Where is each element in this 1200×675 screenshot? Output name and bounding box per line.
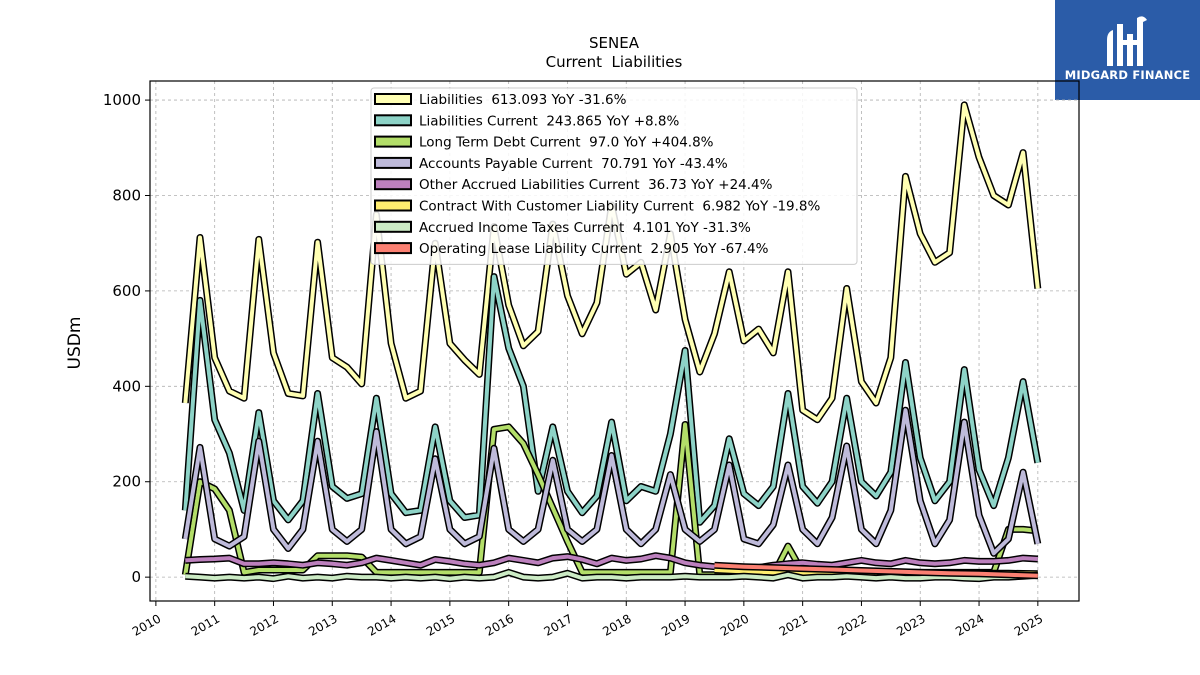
plot-frame — [149, 80, 1080, 602]
legend: Liabilities 613.093 YoY -31.6% Liabilitie… — [370, 87, 858, 265]
x-tick-label: 2015 — [424, 611, 457, 638]
legend-swatch — [374, 93, 412, 105]
series-line — [183, 408, 1040, 556]
x-tick-label: 2025 — [1012, 611, 1045, 638]
series-accrued-income-taxes-current — [185, 568, 1039, 583]
y-tick-label: 800 — [112, 186, 141, 204]
series-line — [714, 563, 1038, 578]
series-line — [185, 570, 1038, 581]
x-tick-label: 2014 — [365, 611, 398, 638]
y-axis: 0 200 400 600 800 1000 — [103, 91, 150, 586]
x-tick-label: 2020 — [718, 611, 751, 638]
legend-swatch — [374, 135, 412, 148]
legend-label: Accounts Payable Current 70.791 YoY -43.… — [419, 156, 728, 172]
legend-label: Contract With Customer Liability Current… — [419, 199, 821, 215]
legend-label: Long Term Debt Current 97.0 YoY +404.8% — [419, 135, 714, 151]
x-tick-label: 2022 — [835, 611, 868, 638]
series-operating-lease-liability-current — [714, 561, 1038, 580]
midgard-logo-icon — [1107, 16, 1147, 66]
legend-swatch — [374, 114, 412, 127]
y-tick-label: 1000 — [103, 91, 141, 109]
y-tick-label: 0 — [131, 568, 141, 586]
series-line — [183, 274, 1040, 525]
series-other-accrued-liabilities-current — [185, 552, 1039, 572]
x-tick-label: 2021 — [777, 611, 810, 638]
legend-label: Liabilities Current 243.865 YoY +8.8% — [419, 113, 679, 129]
x-tick-label: 2019 — [659, 611, 692, 638]
x-tick-label: 2010 — [130, 611, 163, 638]
legend-box — [370, 87, 858, 265]
legend-swatch — [374, 242, 412, 255]
x-tick-label: 2012 — [248, 611, 281, 638]
y-tick-label: 600 — [112, 282, 141, 300]
x-axis: 2010 2011 2012 2013 2014 2015 2016 2017 2018 2019… — [130, 601, 1045, 639]
legend-label: Other Accrued Liabilities Current 36.73 … — [419, 177, 773, 193]
y-axis-label: USDm — [65, 317, 85, 370]
series-liabilities-current — [181, 273, 1042, 526]
x-tick-label: 2017 — [542, 611, 575, 638]
series-line — [185, 553, 1038, 570]
y-tick-label: 400 — [112, 377, 141, 395]
brand-name: MIDGARD FINANCE — [1064, 68, 1191, 82]
legend-swatch — [374, 199, 412, 212]
x-tick-label: 2011 — [189, 611, 222, 638]
legend-label: Liabilities 613.093 YoY -31.6% — [419, 92, 627, 108]
x-tick-label: 2016 — [483, 611, 516, 638]
chart-subtitle: Current Liabilities — [546, 53, 683, 71]
x-tick-label: 2018 — [600, 611, 633, 638]
legend-label: Operating Lease Liability Current 2.905 … — [419, 241, 769, 257]
series-accounts-payable-current — [181, 406, 1042, 557]
y-tick-label: 200 — [112, 473, 141, 491]
chart-title: SENEA — [589, 34, 640, 52]
x-tick-label: 2013 — [306, 611, 339, 638]
legend-swatch — [374, 220, 412, 233]
x-tick-label: 2024 — [953, 611, 986, 638]
legend-swatch — [374, 178, 412, 191]
legend-label: Accrued Income Taxes Current 4.101 YoY -… — [419, 220, 751, 236]
x-tick-label: 2023 — [894, 611, 927, 638]
legend-swatch — [374, 156, 412, 169]
